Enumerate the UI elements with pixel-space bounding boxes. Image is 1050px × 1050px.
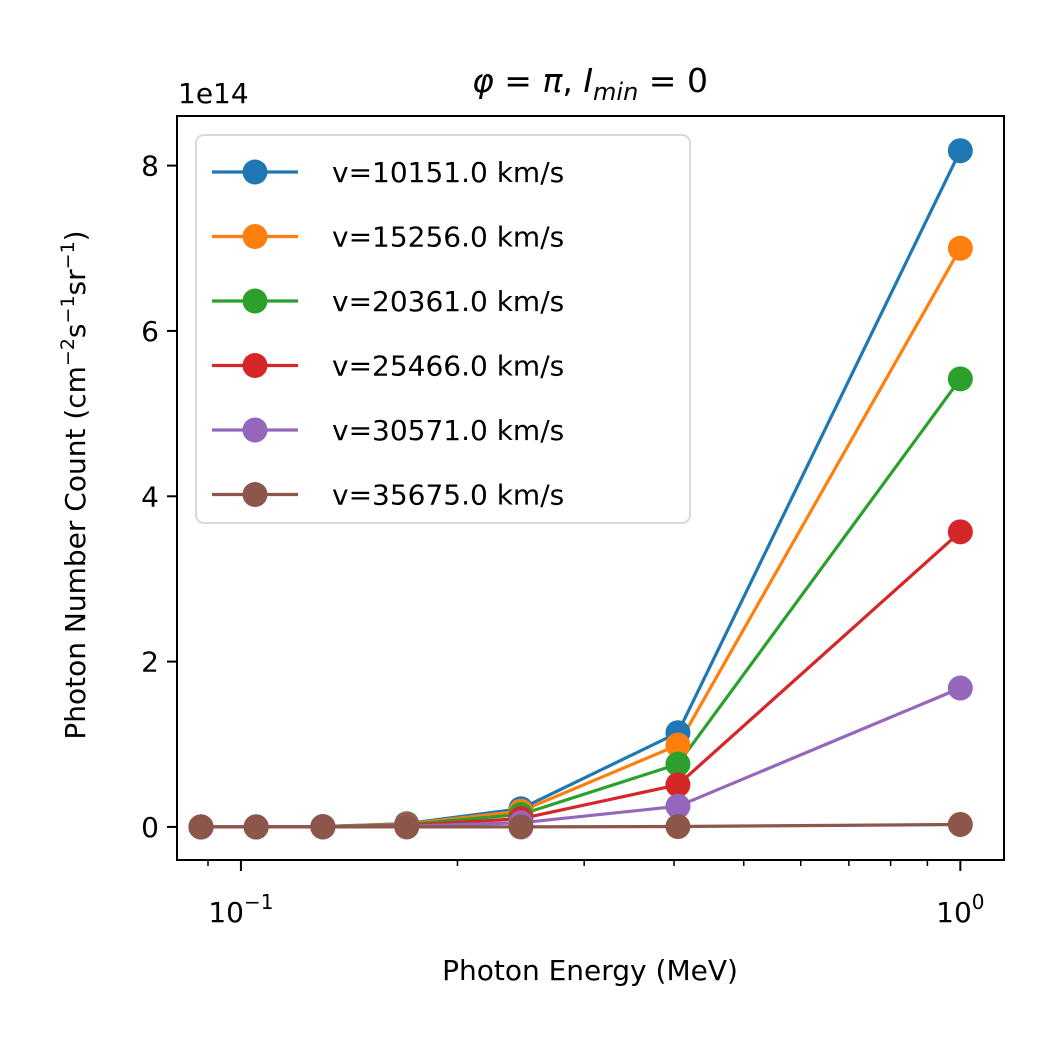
legend-marker [242,482,268,507]
data-point [665,793,691,819]
legend-label: v=10151.0 km/s [332,156,564,189]
legend-entries: v=10151.0 km/s v=15256.0 km/s v=20361.0 km… [212,156,564,512]
x-tick-label: 100 [936,890,984,929]
data-point [394,814,420,840]
data-point [665,751,691,777]
data-point [947,366,973,392]
legend-label: v=20361.0 km/s [332,285,564,318]
y-tick-label: 4 [141,480,159,513]
legend-marker [242,353,268,378]
data-point [665,732,691,758]
y-tick-label: 2 [141,646,159,679]
y-tick-label: 0 [141,811,159,844]
legend-label: v=35675.0 km/s [332,479,564,512]
data-point [947,675,973,701]
legend-label: v=30571.0 km/s [332,414,564,447]
data-point [947,138,973,164]
legend-marker [242,159,268,185]
data-point [188,814,214,840]
y-tick-label: 8 [141,150,159,183]
legend-marker [242,224,268,249]
series-markers [188,138,973,840]
data-point [947,811,973,837]
data-point [310,814,336,840]
data-point [665,814,691,840]
legend-box [195,134,691,524]
data-point [243,814,269,840]
y-ticks: 0 2 4 6 8 [141,150,177,844]
data-point [508,814,534,840]
data-point [665,772,691,798]
y-tick-label: 6 [141,315,159,348]
data-point [947,519,973,545]
legend-marker [242,288,268,314]
y-axis-label: Photon Number Count (cm−2s−1sr−1) [57,230,92,739]
chart-title: φ = π, Imin = 0 [472,61,708,106]
x-ticks: 10−1 100 [207,860,985,929]
data-point [947,235,973,261]
legend-marker [242,417,268,443]
x-tick-label: 10−1 [208,890,273,929]
legend: v=10151.0 km/s v=15256.0 km/s v=20361.0 km… [195,134,691,524]
y-offset-label: 1e14 [178,77,249,110]
legend-label: v=15256.0 km/s [332,221,564,254]
legend-label: v=25466.0 km/s [332,350,564,383]
x-axis-label: Photon Energy (MeV) [442,954,738,987]
plot-frame [176,115,1005,861]
